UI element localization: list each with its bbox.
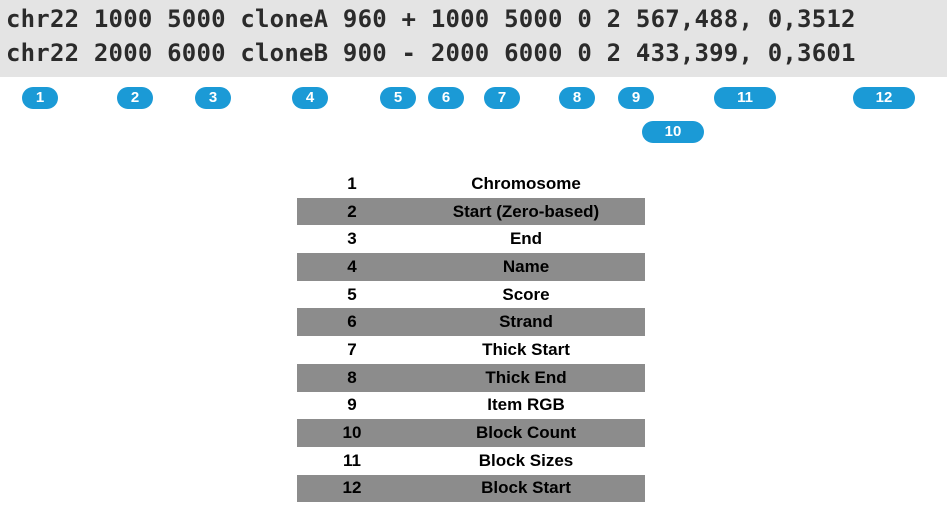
field-badge-2: 2: [117, 87, 153, 109]
field-badge-12: 12: [853, 87, 915, 109]
legend-field-name: Start (Zero-based): [452, 201, 600, 221]
legend-field-name: Block Start: [481, 478, 571, 498]
legend-row: 11 Block Sizes: [297, 447, 645, 475]
legend-field-name: Block Sizes: [478, 450, 574, 470]
field-badge-6: 6: [428, 87, 464, 109]
legend-row: 2 Start (Zero-based): [297, 197, 645, 226]
legend-field-number: 6: [347, 312, 357, 332]
legend-row: 4 Name: [297, 253, 645, 281]
legend-field-name: Thick Start: [482, 339, 570, 359]
legend-row: 1 Chromosome: [297, 170, 645, 198]
legend-row: 3 End: [297, 225, 645, 253]
legend-field-number: 12: [342, 478, 362, 498]
bed-record-line-2: chr22 2000 6000 cloneB 900 - 2000 6000 0…: [6, 39, 856, 67]
legend-field-number: 11: [343, 450, 361, 470]
legend-field-number: 5: [347, 284, 357, 304]
legend-field-name: Strand: [499, 312, 553, 332]
field-legend-table: 1 Chromosome 2 Start (Zero-based) 3 End …: [297, 170, 645, 503]
field-badge-1: 1: [22, 87, 58, 109]
legend-field-name: Item RGB: [487, 395, 565, 415]
field-badge-10: 10: [642, 121, 704, 143]
legend-field-number: 3: [347, 229, 357, 249]
field-badge-4: 4: [292, 87, 328, 109]
legend-row: 9 Item RGB: [297, 392, 645, 420]
legend-row: 5 Score: [297, 281, 645, 309]
field-badge-9: 9: [618, 87, 654, 109]
legend-field-number: 8: [347, 367, 357, 387]
legend-row: 8 Thick End: [297, 363, 645, 392]
legend-field-number: 4: [347, 256, 357, 276]
bed-record-line-1: chr22 1000 5000 cloneA 960 + 1000 5000 0…: [6, 5, 856, 33]
field-badge-5: 5: [380, 87, 416, 109]
field-badge-3: 3: [195, 87, 231, 109]
legend-field-name: Thick End: [485, 367, 567, 387]
legend-field-number: 2: [347, 201, 357, 221]
legend-row: 6 Strand: [297, 308, 645, 337]
legend-field-name: Chromosome: [471, 173, 581, 193]
legend-field-name: End: [509, 229, 543, 249]
bed-record-block: chr22 1000 5000 cloneA 960 + 1000 5000 0…: [0, 0, 947, 77]
legend-row: 12 Block Start: [297, 474, 645, 503]
legend-field-number: 1: [347, 173, 357, 193]
legend-field-number: 7: [347, 339, 357, 359]
legend-field-number: 10: [342, 423, 362, 443]
legend-field-name: Block Count: [475, 423, 577, 443]
legend-row: 10 Block Count: [297, 419, 645, 447]
field-badge-11: 11: [714, 87, 776, 109]
field-badge-7: 7: [484, 87, 520, 109]
field-badge-8: 8: [559, 87, 595, 109]
legend-field-name: Score: [502, 284, 550, 304]
legend-field-name: Name: [502, 256, 550, 276]
legend-field-number: 9: [347, 395, 357, 415]
legend-row: 7 Thick Start: [297, 336, 645, 364]
